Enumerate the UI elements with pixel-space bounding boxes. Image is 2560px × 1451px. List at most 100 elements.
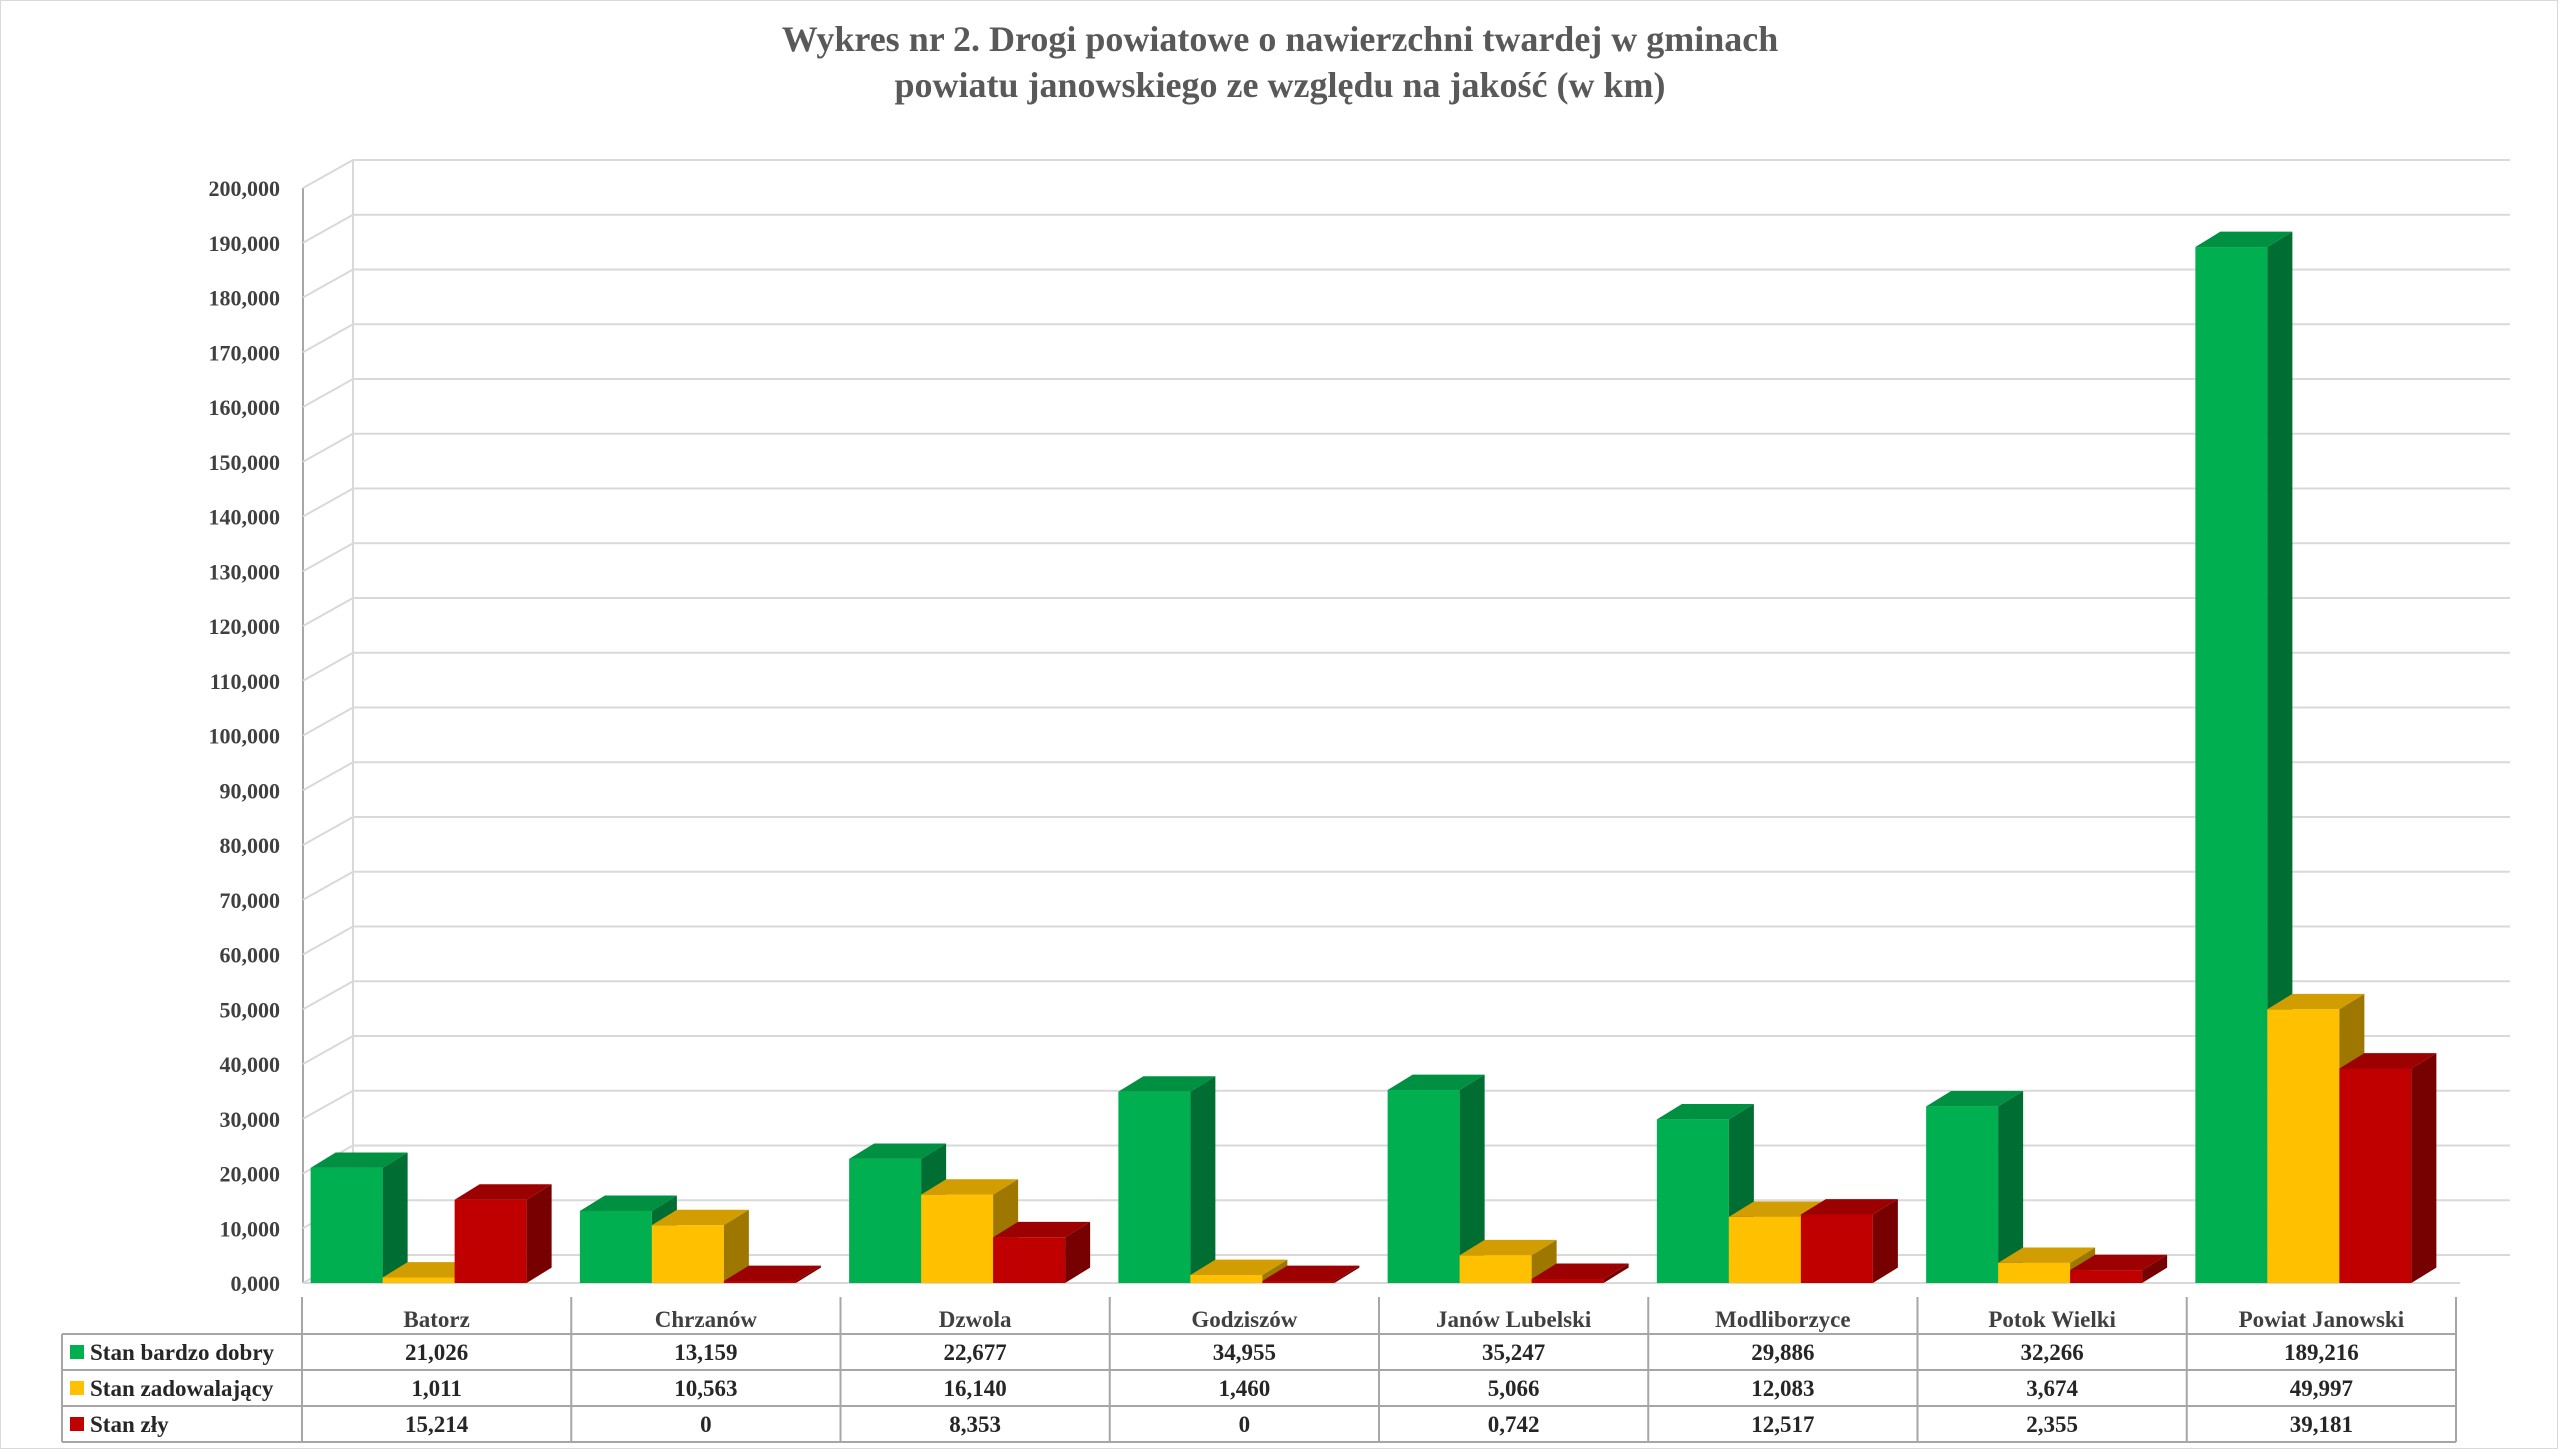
data-table: Batorz Chrzanów Dzwola Godziszów Janów Lubel…: [61, 1297, 2457, 1443]
gridline-side: [302, 378, 354, 408]
bar-front: [382, 1277, 455, 1283]
y-tick-label: 60,000: [220, 943, 281, 968]
bar-zadowalajacy: [1459, 1239, 1557, 1283]
bar-top: [2195, 231, 2293, 248]
bar-side: [2411, 1053, 2437, 1283]
series-name: Stan zły: [90, 1412, 169, 1437]
gridline-side: [302, 706, 354, 737]
bar-zly: [993, 1221, 1091, 1283]
bar-front: [579, 1210, 652, 1283]
data-label: 10,563: [674, 1376, 737, 1401]
bar-zly: [1262, 1265, 1360, 1283]
gridline-side: [302, 487, 354, 518]
bar-top: [1656, 1103, 1754, 1120]
bar-front: [1118, 1091, 1191, 1283]
bar-front: [723, 1281, 796, 1283]
gridline-side: [302, 159, 354, 189]
y-tick-label: 20,000: [220, 1162, 281, 1187]
bar-front: [1459, 1255, 1532, 1283]
legend-key: [70, 1345, 84, 1359]
bar-side: [1872, 1199, 1898, 1283]
bar-front: [454, 1199, 527, 1283]
bar-front: [2195, 247, 2268, 1284]
y-tick-label: 70,000: [220, 888, 281, 913]
data-label: 1,460: [1219, 1376, 1271, 1401]
bar-front: [651, 1225, 724, 1283]
gridline-side: [302, 323, 354, 354]
bar-zly: [2339, 1053, 2437, 1283]
gridline-side: [302, 1089, 354, 1120]
bar-zly: [1800, 1199, 1898, 1283]
bar-bardzo-dobry: [1118, 1076, 1216, 1283]
series-name: Stan bardzo dobry: [90, 1340, 275, 1365]
y-tick-label: 140,000: [209, 505, 281, 530]
bar-front: [1998, 1262, 2071, 1283]
bar-front: [310, 1167, 383, 1283]
bar-zly: [454, 1184, 552, 1283]
category-label: Potok Wielki: [1988, 1307, 2116, 1332]
bar-top: [1998, 1247, 2096, 1263]
data-label: 0: [1239, 1412, 1251, 1437]
y-tick-label: 200,000: [209, 176, 281, 201]
bar-front: [849, 1158, 922, 1283]
data-label: 1,011: [411, 1376, 461, 1401]
y-axis-ticks: 0,000 10,000 20,000 30,000 40,000 50,000 60,00…: [209, 176, 281, 1296]
data-label: 13,159: [674, 1340, 737, 1365]
bar-front: [993, 1237, 1066, 1283]
bar-top: [1728, 1201, 1826, 1217]
data-label: 32,266: [2021, 1340, 2084, 1365]
y-tick-label: 130,000: [209, 559, 281, 584]
bar-front: [1800, 1214, 1873, 1283]
category-label: Godziszów: [1191, 1307, 1297, 1332]
legend-key: [70, 1381, 84, 1395]
data-label: 3,674: [2026, 1376, 2078, 1401]
bar-top: [2070, 1254, 2168, 1271]
bar-front: [2339, 1068, 2412, 1283]
category-label: Powiat Janowski: [2239, 1307, 2405, 1332]
bar-top: [1262, 1265, 1360, 1281]
data-label: 5,066: [1488, 1376, 1540, 1401]
legend-key: [70, 1417, 84, 1431]
bar-top: [1531, 1263, 1629, 1279]
y-tick-label: 160,000: [209, 395, 281, 420]
bar-side: [2142, 1254, 2168, 1283]
y-tick-label: 0,000: [231, 1271, 281, 1296]
data-label: 8,353: [949, 1412, 1001, 1437]
gridline-side: [302, 816, 354, 846]
bar-side: [1998, 1090, 2024, 1283]
data-label: 12,517: [1751, 1412, 1814, 1437]
bar-top: [723, 1265, 821, 1281]
y-tick-label: 30,000: [220, 1107, 281, 1132]
bar-front: [1190, 1275, 1263, 1283]
bar-bardzo-dobry: [310, 1152, 408, 1283]
data-label: 15,214: [405, 1412, 469, 1437]
bar-top: [2267, 993, 2365, 1010]
bar-top: [993, 1221, 1091, 1238]
data-label: 189,216: [2284, 1340, 2359, 1365]
gridline-side: [302, 925, 354, 956]
bar-zly: [723, 1265, 821, 1283]
bar-top: [1459, 1239, 1557, 1256]
bar-top: [651, 1209, 749, 1226]
category-label: Batorz: [403, 1307, 469, 1332]
y-tick-label: 40,000: [220, 1052, 281, 1077]
bar-top: [921, 1179, 1019, 1195]
chart-walls: [302, 160, 2460, 1284]
bar-side: [526, 1184, 552, 1283]
gridline-side: [302, 268, 354, 299]
bar-front: [1262, 1281, 1335, 1283]
series-name: Stan zadowalający: [90, 1376, 274, 1401]
bar-side: [1190, 1076, 1216, 1283]
data-label: 0: [700, 1412, 712, 1437]
bar-top: [1190, 1259, 1288, 1276]
bar-zly: [1531, 1263, 1629, 1283]
category-label: Janów Lubelski: [1436, 1307, 1592, 1332]
bar-side: [1459, 1074, 1485, 1283]
data-label: 34,955: [1213, 1340, 1276, 1365]
gridline-side: [302, 761, 354, 792]
data-label: 22,677: [944, 1340, 1007, 1365]
chart-bars: [310, 231, 2437, 1284]
bar-front: [1531, 1278, 1604, 1283]
y-tick-label: 50,000: [220, 997, 281, 1022]
